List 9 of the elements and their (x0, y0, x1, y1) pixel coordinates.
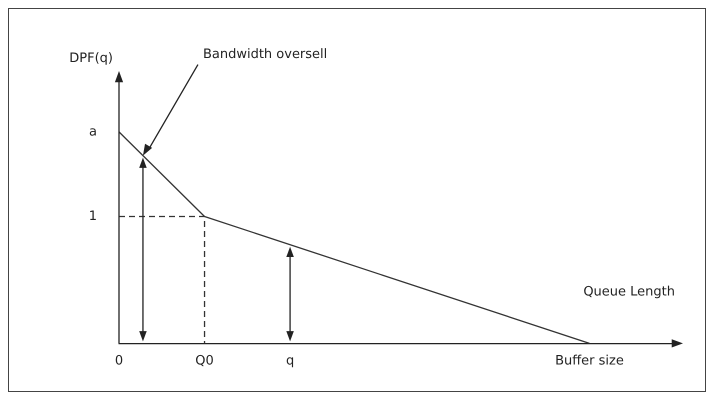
x-tick-label: Q0 (195, 354, 214, 369)
text: a (89, 124, 97, 140)
x-tick-label: q (286, 354, 294, 369)
x-tick-label: 0 (114, 354, 124, 369)
x-tick-label: Buffer size (555, 354, 624, 369)
text: Bandwidth oversell (202, 46, 328, 62)
text: 1 (88, 208, 97, 224)
x-axis-title: Queue Length (583, 284, 675, 300)
text: DPF(q) (69, 50, 113, 66)
